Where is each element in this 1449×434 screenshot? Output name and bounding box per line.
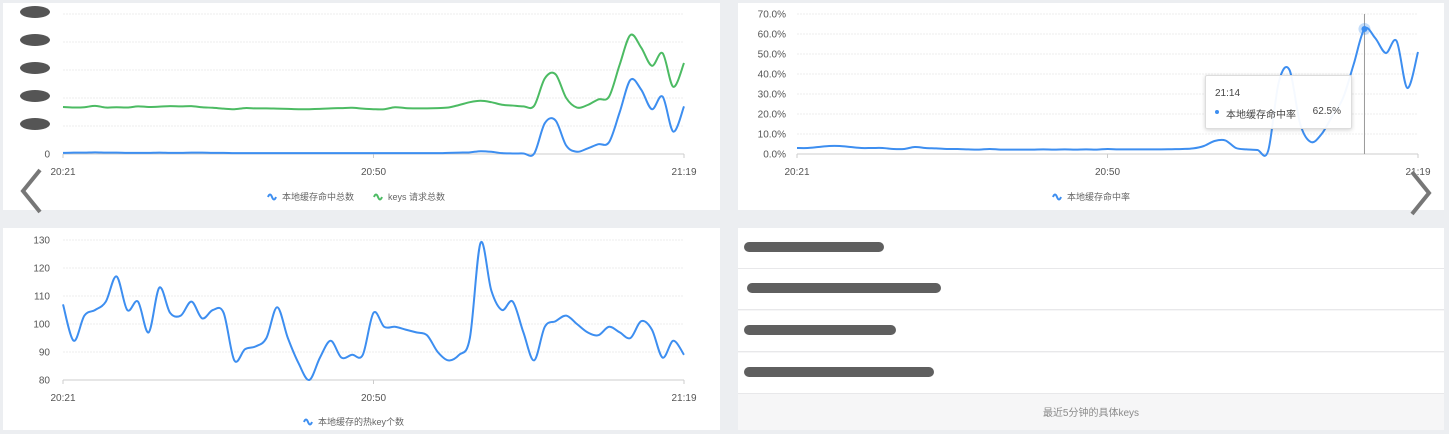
hot-key-count-chart-panel xyxy=(3,228,720,430)
line-chart-0: 020:21 20:50 21:19 本地缓存命中总数 keys 请求总数 xyxy=(20,6,697,202)
y-tick-label: 90 xyxy=(39,348,51,359)
legend-label: 本地缓存命中率 xyxy=(1067,191,1130,202)
y-tick-label: 80 xyxy=(39,376,51,387)
y-tick-label: 100 xyxy=(33,320,50,331)
chevron-right-icon[interactable] xyxy=(1408,170,1434,216)
legend-line-icon xyxy=(1052,193,1062,201)
redacted-y-tick-label xyxy=(20,34,50,46)
highlight-point xyxy=(1361,26,1368,32)
y-tick-label: 130 xyxy=(33,236,50,247)
y-tick-label: 110 xyxy=(34,292,50,303)
x-tick-label: 20:21 xyxy=(784,167,809,178)
recent-keys-caption: 最近5分钟的具体keys xyxy=(1042,408,1140,419)
series-line-0 xyxy=(62,77,685,157)
key-list-item[interactable] xyxy=(738,353,1444,394)
tooltip-series-dot-icon xyxy=(1215,110,1219,114)
x-tick-label: 21:19 xyxy=(1405,167,1430,178)
legend-label: 本地缓存的热key个数 xyxy=(318,416,404,427)
y-tick-label: 20.0% xyxy=(758,110,786,121)
y-tick-label: 120 xyxy=(33,264,50,275)
series-line-0 xyxy=(62,240,685,381)
legend-label: keys 请求总数 xyxy=(388,191,445,202)
chart-tooltip: 21:14 本地缓存命中率 62.5% xyxy=(1205,75,1352,129)
y-tick-label: 40.0% xyxy=(758,70,786,81)
legend-line-icon xyxy=(303,418,313,426)
x-tick-label: 20:50 xyxy=(361,167,386,178)
chevron-left-icon[interactable] xyxy=(18,168,44,214)
y-tick-label: 70.0% xyxy=(758,10,786,21)
x-tick-label: 21:19 xyxy=(671,167,696,178)
redacted-key-text xyxy=(744,367,934,377)
redacted-y-tick-label xyxy=(20,62,50,74)
key-list-item[interactable] xyxy=(738,311,1444,352)
x-tick-label: 20:21 xyxy=(50,393,75,404)
legend-line-icon xyxy=(267,193,277,201)
x-tick-label: 20:21 xyxy=(50,167,75,178)
recent-keys-panel: 最近5分钟的具体keys xyxy=(738,228,1444,430)
y-tick-label: 50.0% xyxy=(758,50,786,61)
y-tick-label: 60.0% xyxy=(758,30,786,41)
x-tick-label: 20:50 xyxy=(361,393,386,404)
redacted-key-text xyxy=(747,283,941,293)
redacted-key-text xyxy=(744,242,884,252)
tooltip-time: 21:14 xyxy=(1215,88,1241,99)
legend-label: 本地缓存命中总数 xyxy=(282,191,354,202)
redacted-y-tick-label xyxy=(20,90,50,102)
series-line-1 xyxy=(62,33,685,111)
line-chart-2: 80 90 100 110 120 130 20:21 20:50 21:19 本地缓存的热key… xyxy=(33,236,697,428)
key-list-item[interactable] xyxy=(738,269,1444,310)
series-line-0 xyxy=(796,26,1419,157)
redacted-y-tick-label xyxy=(20,6,50,18)
y-tick-label: 10.0% xyxy=(758,130,786,141)
x-tick-label: 21:19 xyxy=(671,393,696,404)
key-list-item[interactable] xyxy=(738,228,1444,269)
y-tick-label: 30.0% xyxy=(758,90,786,101)
redacted-key-text xyxy=(744,325,896,335)
y-tick-label: 0.0% xyxy=(763,150,786,161)
legend-line-icon xyxy=(373,193,383,201)
y-tick-label: 0 xyxy=(44,150,50,161)
x-tick-label: 20:50 xyxy=(1095,167,1120,178)
tooltip-series-name: 本地缓存命中率 xyxy=(1226,110,1296,121)
redacted-y-tick-label xyxy=(20,118,50,130)
tooltip-value: 62.5% xyxy=(1312,106,1341,117)
